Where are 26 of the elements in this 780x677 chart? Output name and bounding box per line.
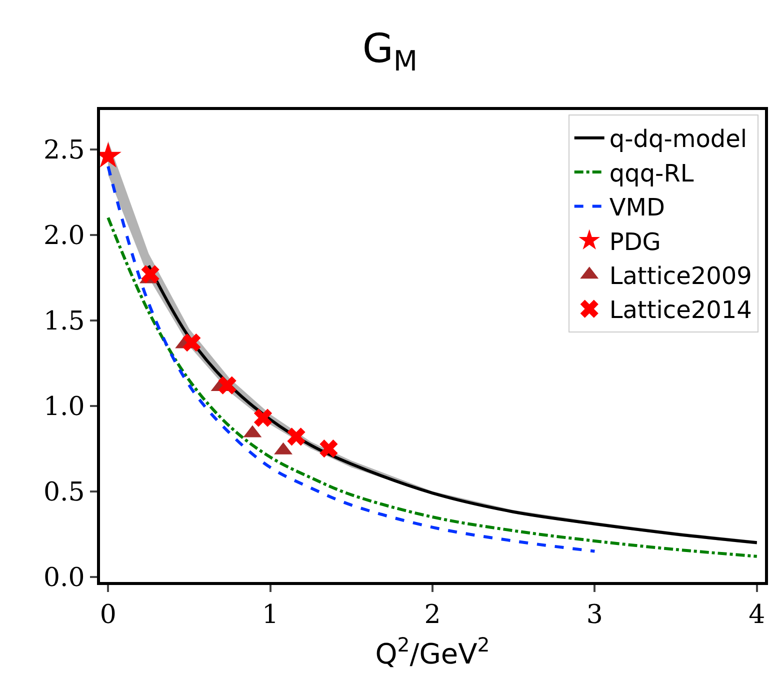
legend-label: Lattice2009	[609, 262, 752, 290]
chart-title: G$_{M}$	[362, 26, 418, 78]
point	[287, 428, 306, 446]
y-tick-label: 0.0	[43, 562, 85, 593]
line-series	[106, 216, 758, 558]
x-tick-label: 3	[586, 600, 603, 630]
x-tick-label: 4	[748, 600, 766, 630]
point	[141, 265, 160, 284]
x-tick-label: 1	[262, 600, 279, 630]
legend-label: VMD	[609, 194, 665, 222]
point	[218, 376, 236, 394]
y-tick-label: 2.0	[43, 220, 85, 251]
point	[254, 408, 272, 427]
y-tick-label: 1.0	[43, 392, 85, 422]
point	[182, 334, 201, 352]
x-axis-title: Q$^{2}$/GeV$^{2}$	[375, 634, 490, 670]
x-tick-label: 0	[100, 600, 116, 630]
legend-label: PDG	[609, 228, 661, 256]
point	[320, 440, 338, 458]
y-tick-label: 2.5	[43, 135, 85, 166]
y-tick-label: 1.5	[43, 306, 85, 336]
y-tick-label: 0.5	[43, 477, 85, 508]
legend-label: qqq-RL	[609, 159, 694, 188]
x-tick-label: 2	[424, 600, 441, 630]
legend-label: Lattice2014	[609, 296, 752, 324]
legend-label: q-dq-model	[609, 125, 748, 154]
